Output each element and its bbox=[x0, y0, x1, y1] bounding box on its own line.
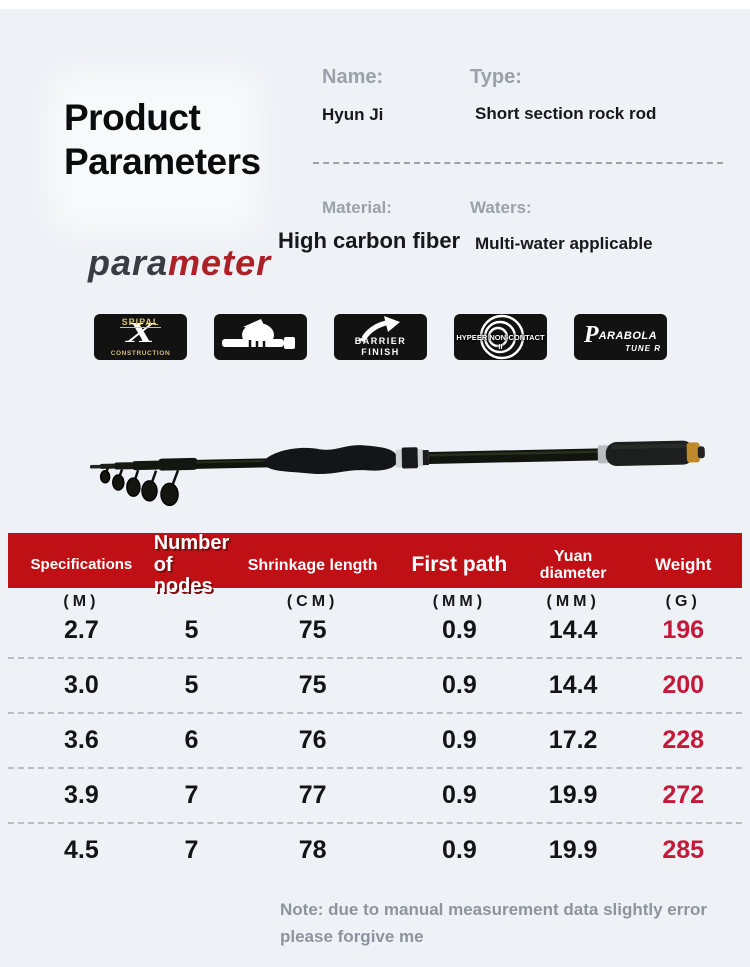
weight-cell: 272 bbox=[662, 781, 705, 809]
badge-grip bbox=[214, 314, 307, 360]
unit-cell: (CM) bbox=[286, 593, 339, 610]
feature-badges-row: X SPIPAL CONSTRUCTION BARRIER FINISH bbox=[94, 314, 667, 360]
waters-label: Waters: bbox=[470, 198, 532, 217]
material-value: High carbon fiber bbox=[278, 228, 461, 253]
watermark-dark-part: para bbox=[88, 242, 169, 283]
table-header-row: Specifications Number of nodes Shrinkage l… bbox=[8, 532, 742, 597]
spec-cell: 0.9 bbox=[442, 726, 477, 754]
header-cell: First path bbox=[411, 553, 508, 577]
measurement-note: Note: due to manual measurement data sli… bbox=[280, 896, 750, 950]
spec-cell: 6 bbox=[184, 726, 199, 754]
unit-cell: (MM) bbox=[432, 593, 487, 610]
badge-spipal-construction: X SPIPAL CONSTRUCTION bbox=[94, 314, 187, 360]
parameter-watermark: parameter bbox=[88, 242, 271, 284]
name-label: Name: bbox=[322, 66, 384, 88]
spec-cell: 77 bbox=[298, 781, 327, 809]
spec-cell: 75 bbox=[298, 616, 327, 644]
parabola-icon: PARABOLA bbox=[574, 323, 667, 347]
spec-cell: 75 bbox=[298, 671, 327, 699]
badge-construction-text: CONSTRUCTION bbox=[110, 350, 171, 357]
spec-cell: 5 bbox=[184, 616, 199, 644]
spec-cell: 0.9 bbox=[442, 836, 477, 864]
note-line2: please forgive me bbox=[280, 927, 424, 946]
header-cell: Number of nodes bbox=[153, 532, 230, 598]
spec-cell: 2.7 bbox=[64, 616, 99, 644]
spec-cell: 78 bbox=[298, 836, 327, 864]
note-line1: Note: due to manual measurement data sli… bbox=[280, 900, 707, 919]
table-units-row: (M) (CM) (MM) (MM) (G) bbox=[8, 589, 742, 615]
type-label: Type: bbox=[470, 66, 522, 88]
spec-cell: 3.0 bbox=[64, 671, 99, 699]
spec-cell: 17.2 bbox=[548, 726, 598, 754]
dashed-divider bbox=[313, 162, 723, 164]
spec-cell: 5 bbox=[184, 671, 199, 699]
table-row: 4.5 7 78 0.9 19.9 285 bbox=[8, 824, 742, 877]
title-glow bbox=[50, 72, 260, 232]
weight-cell: 200 bbox=[662, 671, 705, 699]
header-cell: Weight bbox=[655, 555, 712, 575]
unit-cell: (M) bbox=[63, 593, 100, 610]
spec-cell: 3.6 bbox=[64, 726, 99, 754]
spec-cell: 0.9 bbox=[442, 616, 477, 644]
page-title: Product Parameters bbox=[64, 97, 261, 182]
arrow-icon bbox=[358, 316, 400, 342]
weight-cell: 228 bbox=[662, 726, 705, 754]
spec-cell: 0.9 bbox=[442, 781, 477, 809]
spec-cell: 76 bbox=[298, 726, 327, 754]
non-contact-text: HYPEER NON-CONTACT II bbox=[456, 333, 545, 351]
parabola-initial: P bbox=[583, 322, 599, 348]
hand-grip-icon bbox=[222, 319, 295, 352]
spec-cell: 19.9 bbox=[548, 781, 598, 809]
badge-non-contact: HYPEER NON-CONTACT II bbox=[454, 314, 547, 360]
tune-r-text: TUNE R bbox=[625, 344, 661, 353]
watermark-red-part: meter bbox=[168, 242, 272, 283]
spec-cell: 7 bbox=[184, 781, 199, 809]
unit-cell: (MM) bbox=[546, 593, 600, 610]
name-value: Hyun Ji bbox=[322, 105, 384, 124]
header-cell: Yuan diameter bbox=[539, 548, 607, 583]
unit-cell: (G) bbox=[665, 593, 701, 610]
waters-value: Multi-water applicable bbox=[475, 234, 653, 253]
spec-cell: 4.5 bbox=[64, 836, 99, 864]
material-label: Material: bbox=[322, 198, 392, 217]
top-white-strip bbox=[0, 0, 750, 9]
table-row: 3.0 5 75 0.9 14.4 200 bbox=[8, 659, 742, 714]
table-row: 3.6 6 76 0.9 17.2 228 bbox=[8, 714, 742, 769]
badge-parabola-tune: PARABOLA TUNE R bbox=[574, 314, 667, 360]
parabola-rest: ARABOLA bbox=[598, 330, 658, 342]
header-cell: Specifications bbox=[30, 556, 133, 574]
header-cell: Shrinkage length bbox=[247, 556, 378, 574]
weight-cell: 285 bbox=[662, 836, 705, 864]
spec-cell: 19.9 bbox=[548, 836, 598, 864]
fishing-rod-photo bbox=[89, 440, 705, 507]
x-construction-icon: X bbox=[125, 317, 156, 349]
spec-cell: 14.4 bbox=[548, 671, 598, 699]
table-body: 2.7 5 75 0.9 14.4 196 3.0 5 75 0.9 14.4 200 3.6 6 76 0.… bbox=[8, 604, 742, 877]
table-row: 3.9 7 77 0.9 19.9 272 bbox=[8, 769, 742, 824]
spec-cell: 0.9 bbox=[442, 671, 477, 699]
weight-cell: 196 bbox=[662, 616, 705, 644]
contact-rings-icon bbox=[479, 314, 525, 360]
spec-cell: 3.9 bbox=[64, 781, 99, 809]
barrier-finish-text: BARRIER FINISH bbox=[354, 336, 407, 357]
spec-cell: 7 bbox=[184, 836, 199, 864]
badge-spipal-title: SPIPAL bbox=[94, 317, 187, 328]
spec-cell: 14.4 bbox=[548, 616, 598, 644]
badge-spipal-text: SPIPAL bbox=[119, 317, 162, 328]
type-value: Short section rock rod bbox=[475, 104, 657, 123]
badge-barrier-finish: BARRIER FINISH bbox=[334, 314, 427, 360]
table-row: 2.7 5 75 0.9 14.4 196 bbox=[8, 604, 742, 659]
